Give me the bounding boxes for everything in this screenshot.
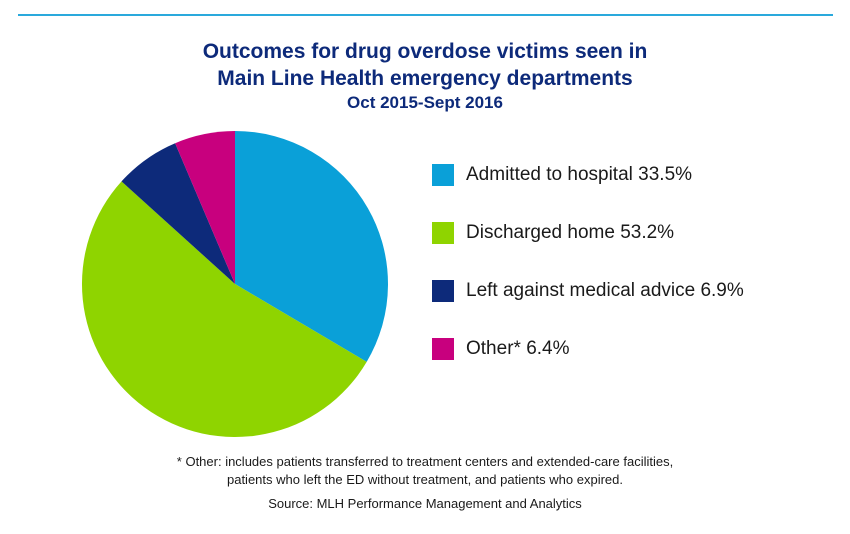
legend-swatch-admitted: [432, 164, 454, 186]
legend: Admitted to hospital 33.5% Discharged ho…: [432, 162, 744, 394]
legend-item-discharged: Discharged home 53.2%: [432, 220, 744, 246]
legend-swatch-left-ama: [432, 280, 454, 302]
source-note: Source: MLH Performance Management and A…: [268, 496, 582, 511]
legend-label-left-ama: Left against medical advice 6.9%: [466, 280, 744, 301]
legend-item-left-ama: Left against medical advice 6.9%: [432, 278, 744, 304]
legend-item-admitted: Admitted to hospital 33.5%: [432, 162, 744, 188]
chart-title-line-1: Outcomes for drug overdose victims seen …: [202, 40, 648, 63]
chart-subtitle: Oct 2015-Sept 2016: [347, 93, 503, 112]
legend-label-discharged: Discharged home 53.2%: [466, 222, 675, 243]
legend-item-other: Other* 6.4%: [432, 336, 744, 362]
legend-label-admitted: Admitted to hospital 33.5%: [466, 164, 693, 185]
legend-label-other: Other* 6.4%: [466, 338, 570, 359]
chart-title-line-2: Main Line Health emergency departments: [217, 67, 633, 90]
legend-swatch-discharged: [432, 222, 454, 244]
footnote-line-2: patients who left the ED without treatme…: [226, 472, 623, 487]
legend-swatch-other: [432, 338, 454, 360]
pie-chart: [81, 131, 388, 438]
pie-slice-discharged: [81, 181, 367, 438]
pie-slice-admitted: [235, 131, 388, 362]
pie-slice-left-ama: [121, 143, 235, 284]
pie-slice-other: [175, 131, 235, 284]
top-divider: [18, 14, 833, 16]
footnote-line-1: * Other: includes patients transferred t…: [176, 454, 674, 469]
